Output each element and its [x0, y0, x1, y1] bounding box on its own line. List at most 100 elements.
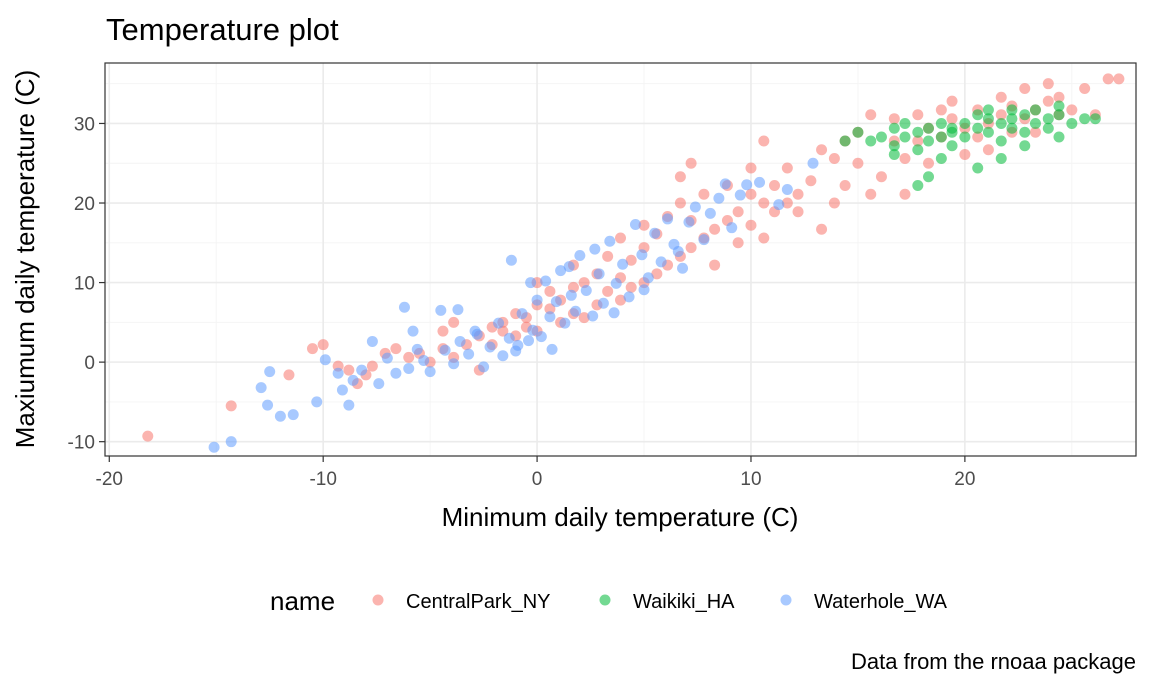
data-point [828, 197, 840, 209]
data-point [923, 171, 935, 183]
data-point [865, 109, 877, 121]
data-point [638, 219, 650, 231]
data-point [865, 188, 877, 200]
data-point [1006, 113, 1018, 125]
data-point [923, 135, 935, 147]
data-point [839, 180, 851, 192]
data-point [972, 122, 984, 134]
data-point [332, 367, 344, 379]
data-point [888, 122, 900, 134]
data-point [1006, 122, 1018, 134]
data-point [674, 171, 686, 183]
data-point [912, 109, 924, 121]
data-point [1042, 95, 1054, 107]
data-point [674, 197, 686, 209]
data-point [544, 311, 556, 323]
data-point [781, 183, 793, 195]
data-point [713, 192, 725, 204]
data-point [493, 317, 505, 329]
data-point [982, 144, 994, 156]
panel-border [104, 62, 1137, 457]
data-point [828, 152, 840, 164]
data-point [769, 180, 781, 192]
data-point [726, 222, 738, 234]
y-tick-label: 30 [74, 114, 95, 135]
data-point [1019, 126, 1031, 138]
data-point [734, 189, 746, 201]
data-point [935, 117, 947, 129]
data-point [274, 410, 286, 422]
data-point [912, 126, 924, 138]
data-point [615, 232, 626, 244]
data-point [1029, 126, 1041, 138]
data-point [424, 366, 436, 378]
data-point [816, 223, 828, 235]
data-point [959, 131, 971, 143]
data-point [982, 113, 994, 125]
series-3 [208, 157, 819, 453]
data-point [1029, 117, 1041, 129]
data-point [264, 366, 276, 378]
data-point [366, 335, 378, 347]
data-point [1019, 109, 1031, 121]
data-point [336, 384, 348, 396]
data-point [995, 91, 1007, 103]
data-point [698, 234, 710, 246]
data-point [563, 261, 575, 273]
data-point [623, 291, 635, 303]
data-point [899, 117, 911, 129]
data-point [1102, 73, 1114, 85]
data-point [343, 399, 355, 411]
data-point [439, 344, 451, 356]
data-point [1042, 113, 1054, 125]
data-point [758, 135, 770, 147]
data-point [935, 152, 947, 164]
data-point [935, 104, 947, 116]
data-point [403, 362, 415, 374]
data-point [283, 369, 295, 381]
data-point [732, 206, 744, 218]
data-point [373, 378, 385, 390]
data-point [995, 109, 1007, 121]
data-point [343, 364, 355, 376]
data-point [381, 352, 393, 364]
data-point [982, 126, 994, 138]
data-point [698, 188, 710, 200]
data-point [559, 317, 571, 329]
data-point [1113, 73, 1125, 85]
data-point [655, 256, 667, 268]
data-point [1019, 140, 1031, 152]
data-point [1089, 113, 1101, 125]
data-point [959, 117, 971, 129]
data-point [306, 343, 318, 355]
data-point [255, 382, 267, 394]
data-point [578, 312, 590, 324]
data-point [452, 304, 464, 316]
data-point [546, 343, 558, 355]
data-point [792, 206, 804, 218]
data-point [745, 219, 757, 231]
data-point [262, 399, 274, 411]
data-point [469, 325, 481, 337]
data-point [982, 104, 994, 116]
data-point [912, 135, 924, 147]
data-point [587, 310, 599, 322]
data-point [946, 113, 958, 125]
data-point [912, 144, 924, 156]
x-axis: -20 -10 0 10 20 [96, 456, 975, 490]
data-point [390, 343, 402, 355]
data-point [463, 348, 475, 360]
data-point [356, 364, 368, 376]
legend: name CentralPark_NY Waikiki_HA Waterhole… [270, 586, 948, 616]
data-point [535, 331, 547, 343]
data-point [946, 95, 958, 107]
data-point [995, 152, 1007, 164]
data-point [1019, 82, 1031, 94]
data-point [454, 335, 466, 347]
y-tick-label: 20 [74, 194, 95, 215]
legend-key-centralpark [372, 594, 384, 606]
legend-key-waikiki [599, 594, 611, 606]
data-point [565, 289, 577, 301]
data-point [625, 254, 637, 266]
